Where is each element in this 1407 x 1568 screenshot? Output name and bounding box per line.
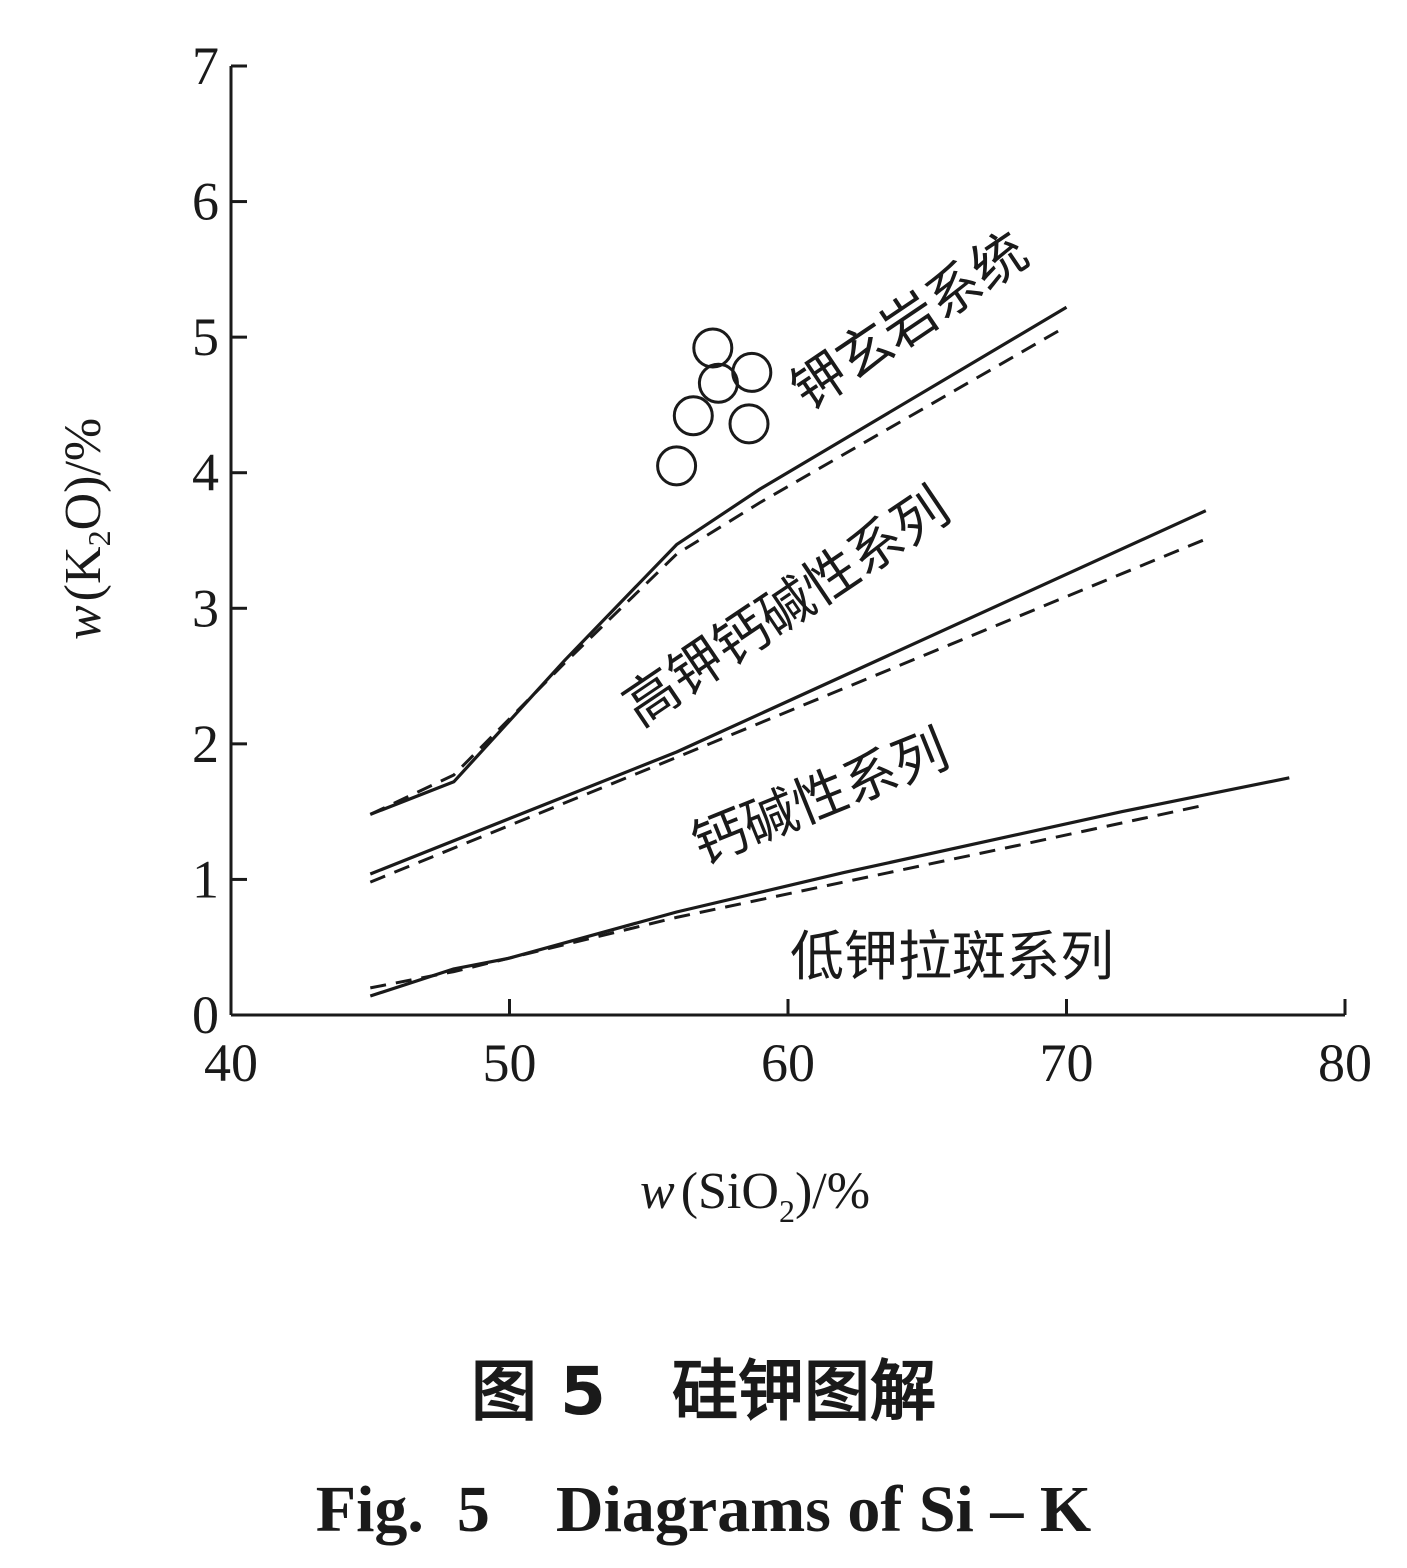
boundary-solid-line-3: [369, 776, 1290, 998]
sample-points: [656, 327, 773, 487]
boundary-lines: [369, 305, 1290, 998]
y-axis-title: w(K2O)/%: [55, 418, 117, 640]
boundary-dashed-line-3: [370, 803, 1207, 990]
y-tick-label: 4: [192, 443, 219, 503]
region-label-low-k-tholeiite: 低钾拉斑系列: [790, 925, 1114, 988]
x-tick-label: 60: [761, 1033, 815, 1093]
sample-point: [656, 445, 698, 487]
figure-caption-english: Fig. 5 Diagrams of Si – K: [315, 1473, 1092, 1546]
y-tick-label: 5: [192, 307, 219, 367]
y-tick-label: 3: [192, 578, 219, 638]
sample-point: [692, 327, 734, 369]
figure-caption-chinese: 图 5 硅钾图解: [471, 1353, 936, 1430]
sample-point: [728, 403, 770, 445]
x-tick-label: 70: [1040, 1033, 1094, 1093]
region-label-high-k-calc-alkaline: 高钾钙碱性系列: [612, 475, 961, 739]
region-label-calc-alkaline: 钙碱性系列: [683, 717, 957, 877]
boundary-solid-line-1: [369, 305, 1068, 816]
y-tick-label: 6: [192, 172, 219, 232]
axes: [229, 66, 1345, 1017]
axis-ticks: 0 1 2 3 4 5 6 7 40 50 60 70 80: [192, 36, 1372, 1093]
region-label-shoshonite: 钾玄岩系统: [780, 220, 1039, 423]
y-tick-label: 0: [192, 985, 219, 1045]
sample-point: [672, 395, 714, 437]
y-tick-label: 1: [192, 849, 219, 909]
si-k-diagram: 0 1 2 3 4 5 6 7 40 50 60 70 80 钾玄岩系统 高钾钙碱性系列 钙碱性系列 低…: [55, 36, 1372, 1229]
y-tick-label: 2: [192, 714, 219, 774]
boundary-solid-line-2: [369, 509, 1207, 876]
sample-point: [697, 362, 739, 404]
y-tick-label: 7: [192, 36, 219, 96]
x-axis-title: w (SiO2)/%: [640, 1163, 870, 1229]
x-tick-label: 80: [1318, 1033, 1372, 1093]
x-tick-label: 40: [204, 1033, 258, 1093]
boundary-dashed-line-2: [369, 537, 1207, 884]
x-tick-label: 50: [483, 1033, 537, 1093]
